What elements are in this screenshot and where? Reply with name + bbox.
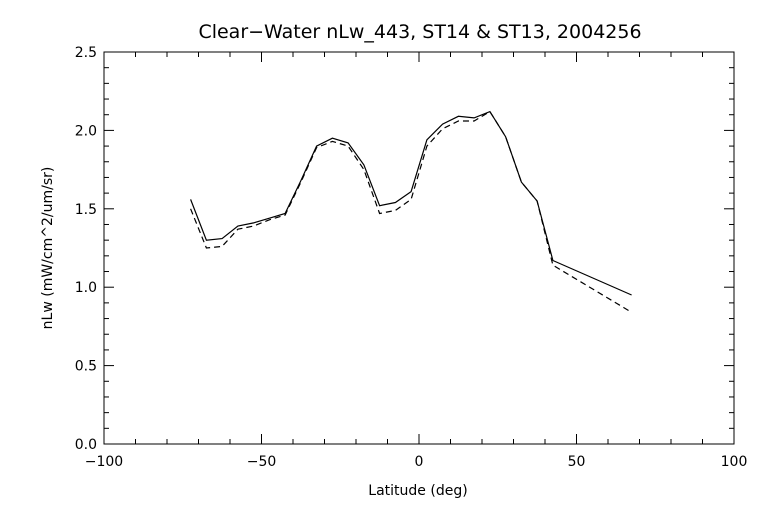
y-tick-label: 2.0 <box>75 123 97 139</box>
x-tick-label: 0 <box>415 454 424 470</box>
series-line-solid <box>190 110 632 296</box>
x-axis-title: Latitude (deg) <box>368 483 467 499</box>
y-tick-label: 0.0 <box>75 437 97 453</box>
y-tick-label: 0.5 <box>75 359 97 375</box>
y-tick-label: 1.0 <box>75 280 97 296</box>
series-line-dashed <box>190 110 632 313</box>
y-tick-label: 1.5 <box>75 202 97 218</box>
x-tick-label: −100 <box>85 454 123 470</box>
chart-title: Clear−Water nLw_443, ST14 & ST13, 200425… <box>198 21 641 43</box>
x-tick-label: −50 <box>247 454 277 470</box>
y-axis-title: nLw (mW/cm^2/um/sr) <box>40 167 56 330</box>
y-tick-label: 2.5 <box>75 45 97 61</box>
x-tick-label: 100 <box>721 454 748 470</box>
x-tick-label: 50 <box>568 454 586 470</box>
series-layer <box>190 110 632 313</box>
y-axis: 0.0 0.5 1.0 1.5 2.0 2.5 <box>75 45 734 453</box>
x-axis: −100 −50 0 50 100 <box>85 52 748 470</box>
